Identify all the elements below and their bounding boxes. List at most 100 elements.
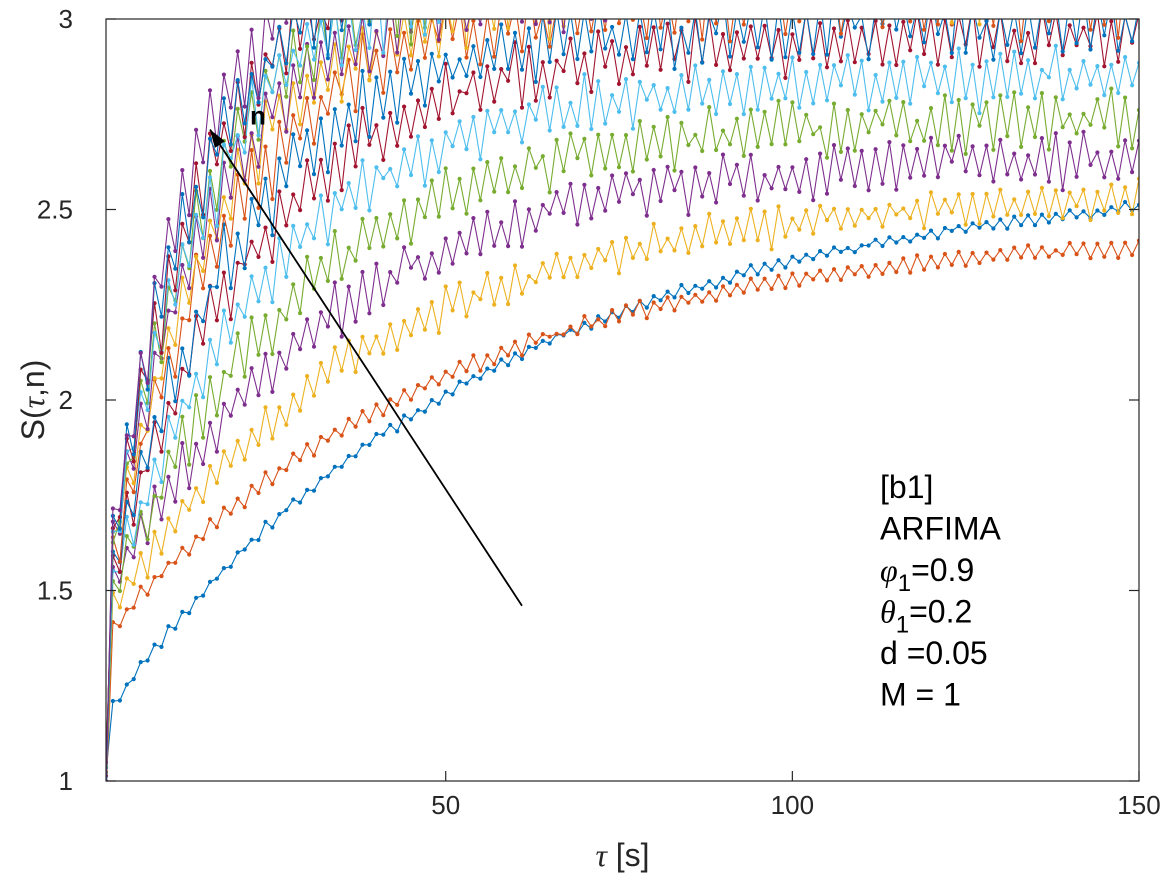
data-point: [547, 128, 552, 133]
data-point: [1005, 226, 1010, 231]
data-point: [818, 125, 823, 130]
data-point: [554, 190, 559, 195]
data-point: [242, 374, 247, 379]
data-point: [270, 233, 275, 238]
data-point: [776, 27, 781, 33]
data-point: [492, 54, 497, 59]
data-point: [395, 143, 400, 148]
data-point: [741, 153, 746, 158]
data-point: [270, 115, 275, 120]
data-point: [1012, 151, 1017, 156]
data-point: [506, 78, 511, 83]
data-point: [194, 161, 199, 166]
data-point: [478, 198, 483, 203]
data-point: [935, 236, 941, 241]
data-point: [818, 268, 823, 273]
data-point: [318, 255, 323, 261]
data-point: [762, 209, 767, 214]
data-point: [991, 95, 996, 100]
data-point: [603, 64, 608, 69]
series-line: [106, 19, 1138, 781]
data-point: [228, 286, 233, 291]
data-point: [152, 457, 157, 462]
data-point: [901, 143, 906, 148]
data-point: [741, 56, 746, 61]
data-point: [256, 393, 261, 398]
data-point: [145, 592, 150, 597]
data-point: [644, 256, 649, 262]
data-point: [1116, 90, 1121, 96]
data-point: [1026, 189, 1031, 194]
data-point: [866, 243, 871, 248]
data-point: [714, 285, 719, 290]
data-point: [159, 314, 164, 319]
data-point: [270, 196, 275, 202]
data-point: [1026, 243, 1031, 248]
data-point: [526, 344, 532, 349]
data-point: [506, 190, 511, 195]
data-point: [922, 173, 927, 178]
data-point: [1074, 86, 1079, 91]
data-point: [1067, 23, 1072, 28]
data-point: [249, 196, 254, 202]
data-point: [720, 275, 726, 280]
data-point: [152, 415, 157, 420]
data-point: [852, 272, 857, 277]
data-point: [720, 128, 726, 133]
series-n5: [106, 86, 1139, 781]
data-point: [207, 233, 213, 238]
data-point: [325, 111, 330, 116]
data-point: [422, 183, 427, 188]
data-point: [526, 207, 532, 212]
data-point: [1067, 112, 1072, 117]
data-point: [672, 188, 677, 193]
data-point: [977, 35, 982, 40]
data-point: [596, 132, 601, 137]
data-point: [325, 242, 330, 247]
data-point: [610, 173, 615, 178]
data-point: [519, 49, 525, 54]
data-point: [388, 166, 393, 172]
x-tick-label: 150: [1117, 790, 1160, 820]
data-point: [519, 140, 525, 145]
data-point: [575, 222, 580, 227]
data-point: [540, 60, 545, 65]
data-point: [277, 350, 282, 355]
data-point: [1053, 95, 1058, 100]
data-point: [159, 644, 164, 650]
data-point: [228, 216, 233, 221]
data-point: [457, 89, 462, 94]
data-point: [811, 56, 816, 61]
data-point: [630, 312, 636, 317]
data-point: [811, 101, 816, 106]
data-point: [1116, 255, 1121, 260]
data-point: [305, 128, 310, 133]
data-point: [512, 263, 518, 268]
data-point: [630, 72, 636, 77]
data-point: [991, 179, 996, 184]
data-point: [117, 624, 122, 629]
data-point: [734, 269, 740, 274]
data-point: [512, 199, 518, 204]
data-point: [1046, 214, 1051, 219]
data-point: [159, 517, 164, 522]
data-point: [630, 126, 636, 131]
data-point: [1032, 172, 1038, 177]
data-point: [748, 263, 753, 268]
data-point: [374, 75, 379, 80]
data-point: [325, 474, 330, 479]
data-point: [443, 236, 448, 241]
data-point: [201, 593, 206, 598]
data-point: [727, 68, 733, 73]
data-point: [277, 307, 282, 313]
data-point: [138, 551, 143, 556]
data-point: [180, 262, 185, 268]
data-point: [339, 72, 344, 77]
data-point: [818, 21, 823, 26]
data-point: [1026, 30, 1031, 36]
data-point: [1102, 175, 1107, 180]
data-point: [894, 62, 899, 68]
data-point: [977, 225, 982, 230]
data-point: [533, 340, 538, 345]
data-point: [1032, 134, 1038, 140]
